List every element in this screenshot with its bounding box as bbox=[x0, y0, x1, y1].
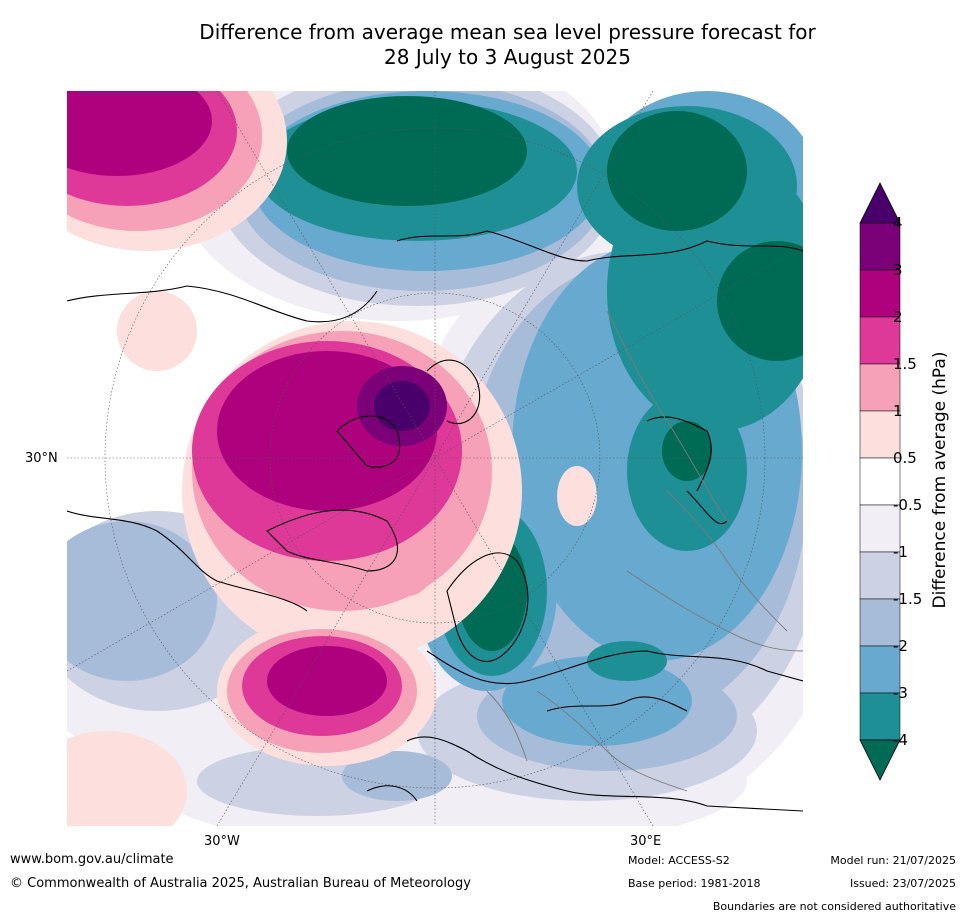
colorbar-band-neg15-neg2 bbox=[859, 598, 901, 647]
colorbar-band-1-15 bbox=[859, 363, 901, 412]
colorbar-band-3-4 bbox=[859, 222, 901, 271]
colorbar-tick-neg4: -4 bbox=[893, 731, 908, 749]
colorbar-tick-1: 1 bbox=[893, 402, 903, 420]
colorbar-label: Difference from average (hPa) bbox=[930, 351, 950, 609]
model-text: Model: ACCESS-S2 bbox=[628, 854, 730, 867]
website-link[interactable]: www.bom.gov.au/climate bbox=[10, 852, 174, 867]
pressure-anomaly-map bbox=[67, 91, 803, 826]
coastlines bbox=[67, 230, 803, 812]
colorbar-tick-neg0-5: -0.5 bbox=[893, 496, 923, 514]
title-line-1: Difference from average mean sea level p… bbox=[199, 20, 816, 44]
colorbar-tick-1-5: 1.5 bbox=[893, 355, 917, 373]
colorbar-tick-2: 2 bbox=[893, 308, 903, 326]
graticule bbox=[67, 91, 803, 826]
colorbar bbox=[859, 182, 901, 781]
issued-text: Issued: 23/07/2025 bbox=[849, 877, 956, 890]
map-title: Difference from average mean sea level p… bbox=[60, 20, 955, 70]
copyright-text: © Commonwealth of Australia 2025, Austra… bbox=[10, 876, 471, 891]
disclaimer-text: Boundaries are not considered authoritat… bbox=[712, 900, 956, 913]
colorbar-tick-3: 3 bbox=[893, 261, 903, 279]
colorbar-band-neg2-neg3 bbox=[859, 645, 901, 694]
title-line-2: 28 July to 3 August 2025 bbox=[384, 45, 631, 69]
model-run-text: Model run: 21/07/2025 bbox=[830, 854, 956, 867]
colorbar-tick-neg3: -3 bbox=[893, 684, 908, 702]
colorbar-tick-neg1: -1 bbox=[893, 543, 908, 561]
lon-label-30e: 30°E bbox=[630, 834, 662, 849]
colorbar-tick-neg1-5: -1.5 bbox=[893, 590, 923, 608]
base-period-text: Base period: 1981-2018 bbox=[628, 877, 761, 890]
colorbar-tick-neg2: -2 bbox=[893, 637, 908, 655]
colorbar-band-neutral bbox=[859, 457, 901, 506]
lon-label-30w: 30°W bbox=[204, 834, 240, 849]
colorbar-tick-0-5: 0.5 bbox=[893, 449, 917, 467]
anomaly-field-pos4 bbox=[374, 381, 430, 431]
colorbar-band-neg1-neg15 bbox=[859, 551, 901, 600]
colorbar-band-neg05-neg1 bbox=[859, 504, 901, 553]
colorbar-band-neg3-neg4 bbox=[859, 692, 901, 741]
colorbar-tick-4: 4 bbox=[893, 214, 903, 232]
country-borders bbox=[486, 310, 803, 792]
colorbar-extend-bottom bbox=[859, 739, 901, 781]
colorbar-band-15-2 bbox=[859, 316, 901, 365]
lat-label-30n: 30°N bbox=[25, 451, 58, 466]
colorbar-band-05-1 bbox=[859, 410, 901, 459]
colorbar-band-2-3 bbox=[859, 269, 901, 318]
